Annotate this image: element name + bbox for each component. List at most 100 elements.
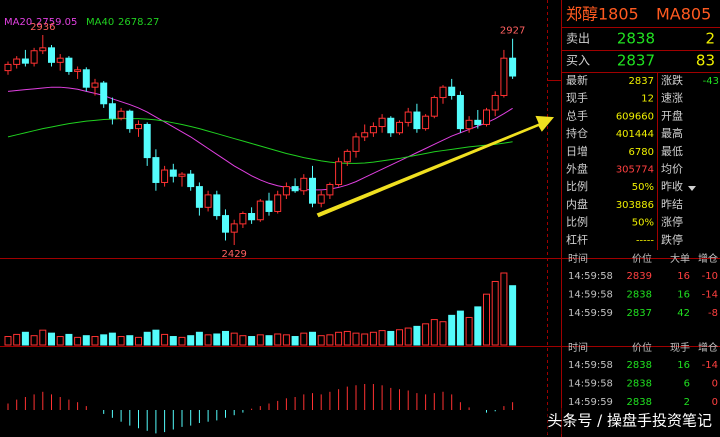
stat-label: 最低 <box>661 145 683 158</box>
candle-body <box>448 86 456 96</box>
volume-bar <box>13 333 21 346</box>
volume-bar <box>178 336 186 346</box>
stat-label: 开盘 <box>661 108 683 122</box>
stat-value: 2837 <box>629 76 654 87</box>
volume-bar <box>222 330 229 346</box>
volume-bar <box>21 331 29 346</box>
volume-bar <box>230 332 238 346</box>
candle-body <box>404 111 412 123</box>
volume-bar <box>500 272 508 346</box>
candle-body <box>248 213 256 221</box>
volume-bar <box>456 310 464 346</box>
table-cell: 16 <box>677 271 690 282</box>
candle-body <box>335 161 343 186</box>
watermark-bg <box>520 408 718 434</box>
volume-bar <box>56 336 64 346</box>
table-cell: -10 <box>702 271 718 282</box>
stat-label: 日增 <box>566 144 588 158</box>
book-label: 卖出 <box>566 32 590 46</box>
candle-body <box>291 186 299 192</box>
volume-bar <box>248 336 256 346</box>
stat-value: 401444 <box>616 129 654 140</box>
volume-bar <box>509 285 517 346</box>
candle-body <box>456 94 464 130</box>
indicator-value: 2759.05 <box>36 17 77 28</box>
candle-body <box>100 82 108 105</box>
table-cell: -14 <box>702 290 718 301</box>
candle-body <box>230 223 238 233</box>
candle-body <box>65 57 73 72</box>
volume-bar <box>204 334 212 346</box>
stat-value: 50% <box>632 218 654 229</box>
candle-body <box>300 177 308 192</box>
table-header: 增仓 <box>698 252 718 265</box>
candle-body <box>143 123 151 159</box>
volume-bar <box>152 329 160 346</box>
ma-line <box>7 118 513 164</box>
volume-bar <box>65 333 73 346</box>
book-size: 2 <box>705 30 715 48</box>
price-label: 2936 <box>30 22 55 33</box>
volume-bar <box>195 331 203 346</box>
candle-body <box>126 110 134 130</box>
volume-bar <box>491 280 499 346</box>
table-header: 现手 <box>670 341 690 354</box>
volume-bar <box>309 331 316 346</box>
candle-body <box>309 177 316 204</box>
volume-bar <box>282 334 290 346</box>
indicator-name: MA40 <box>86 17 114 28</box>
volume-bar <box>483 293 490 346</box>
candle-body <box>239 213 247 225</box>
candle-body <box>178 173 186 177</box>
candle-body <box>274 194 282 212</box>
volume-bar <box>404 327 412 346</box>
stat-value: -43 <box>703 76 719 87</box>
table-cell: 2838 <box>627 290 652 301</box>
book-price: 2837 <box>617 52 655 70</box>
candle-body <box>509 57 517 77</box>
candle-body <box>187 173 195 188</box>
stat-label: 均价 <box>661 163 683 176</box>
candle-body <box>317 194 325 204</box>
volume-bar <box>396 329 403 346</box>
candle-body <box>387 117 395 134</box>
volume-bar <box>213 333 221 346</box>
book-size: 83 <box>696 52 715 70</box>
candle-body <box>378 117 386 128</box>
volume-bar <box>143 331 151 346</box>
candle-body <box>4 63 12 72</box>
volume-bar <box>300 332 308 346</box>
volume-bar <box>239 335 247 346</box>
candle-body <box>396 121 403 134</box>
volume-bar <box>39 329 47 346</box>
table-cell: 16 <box>677 290 690 301</box>
stat-label: 最高 <box>661 126 683 140</box>
candle-body <box>282 186 290 196</box>
table-header: 价位 <box>632 252 652 265</box>
candle-body <box>161 169 169 183</box>
stat-label: 比例 <box>566 179 588 193</box>
table-header: 增仓 <box>698 341 718 354</box>
volume-bar <box>361 333 369 346</box>
volume-bar <box>387 330 395 346</box>
stat-label: 速涨 <box>661 92 683 105</box>
instrument-title: 郑醇1805 <box>566 5 639 24</box>
volume-bar <box>126 335 134 346</box>
table-cell: 6 <box>684 379 690 390</box>
volume-bar <box>352 332 360 346</box>
stat-label: 昨收 <box>661 179 683 193</box>
candle-body <box>135 123 142 130</box>
stat-label: 涨停 <box>661 215 683 229</box>
table-cell: 14:59:58 <box>568 290 613 301</box>
book-label: 买入 <box>566 54 590 68</box>
volume-bar <box>265 335 273 346</box>
volume-bar <box>4 336 12 346</box>
volume-bar <box>74 336 82 346</box>
table-cell: 16 <box>677 360 690 371</box>
indicator-value: 2678.27 <box>118 17 159 28</box>
candle-body <box>326 184 334 196</box>
table-header: 大单 <box>670 252 690 265</box>
candle-body <box>91 82 99 88</box>
